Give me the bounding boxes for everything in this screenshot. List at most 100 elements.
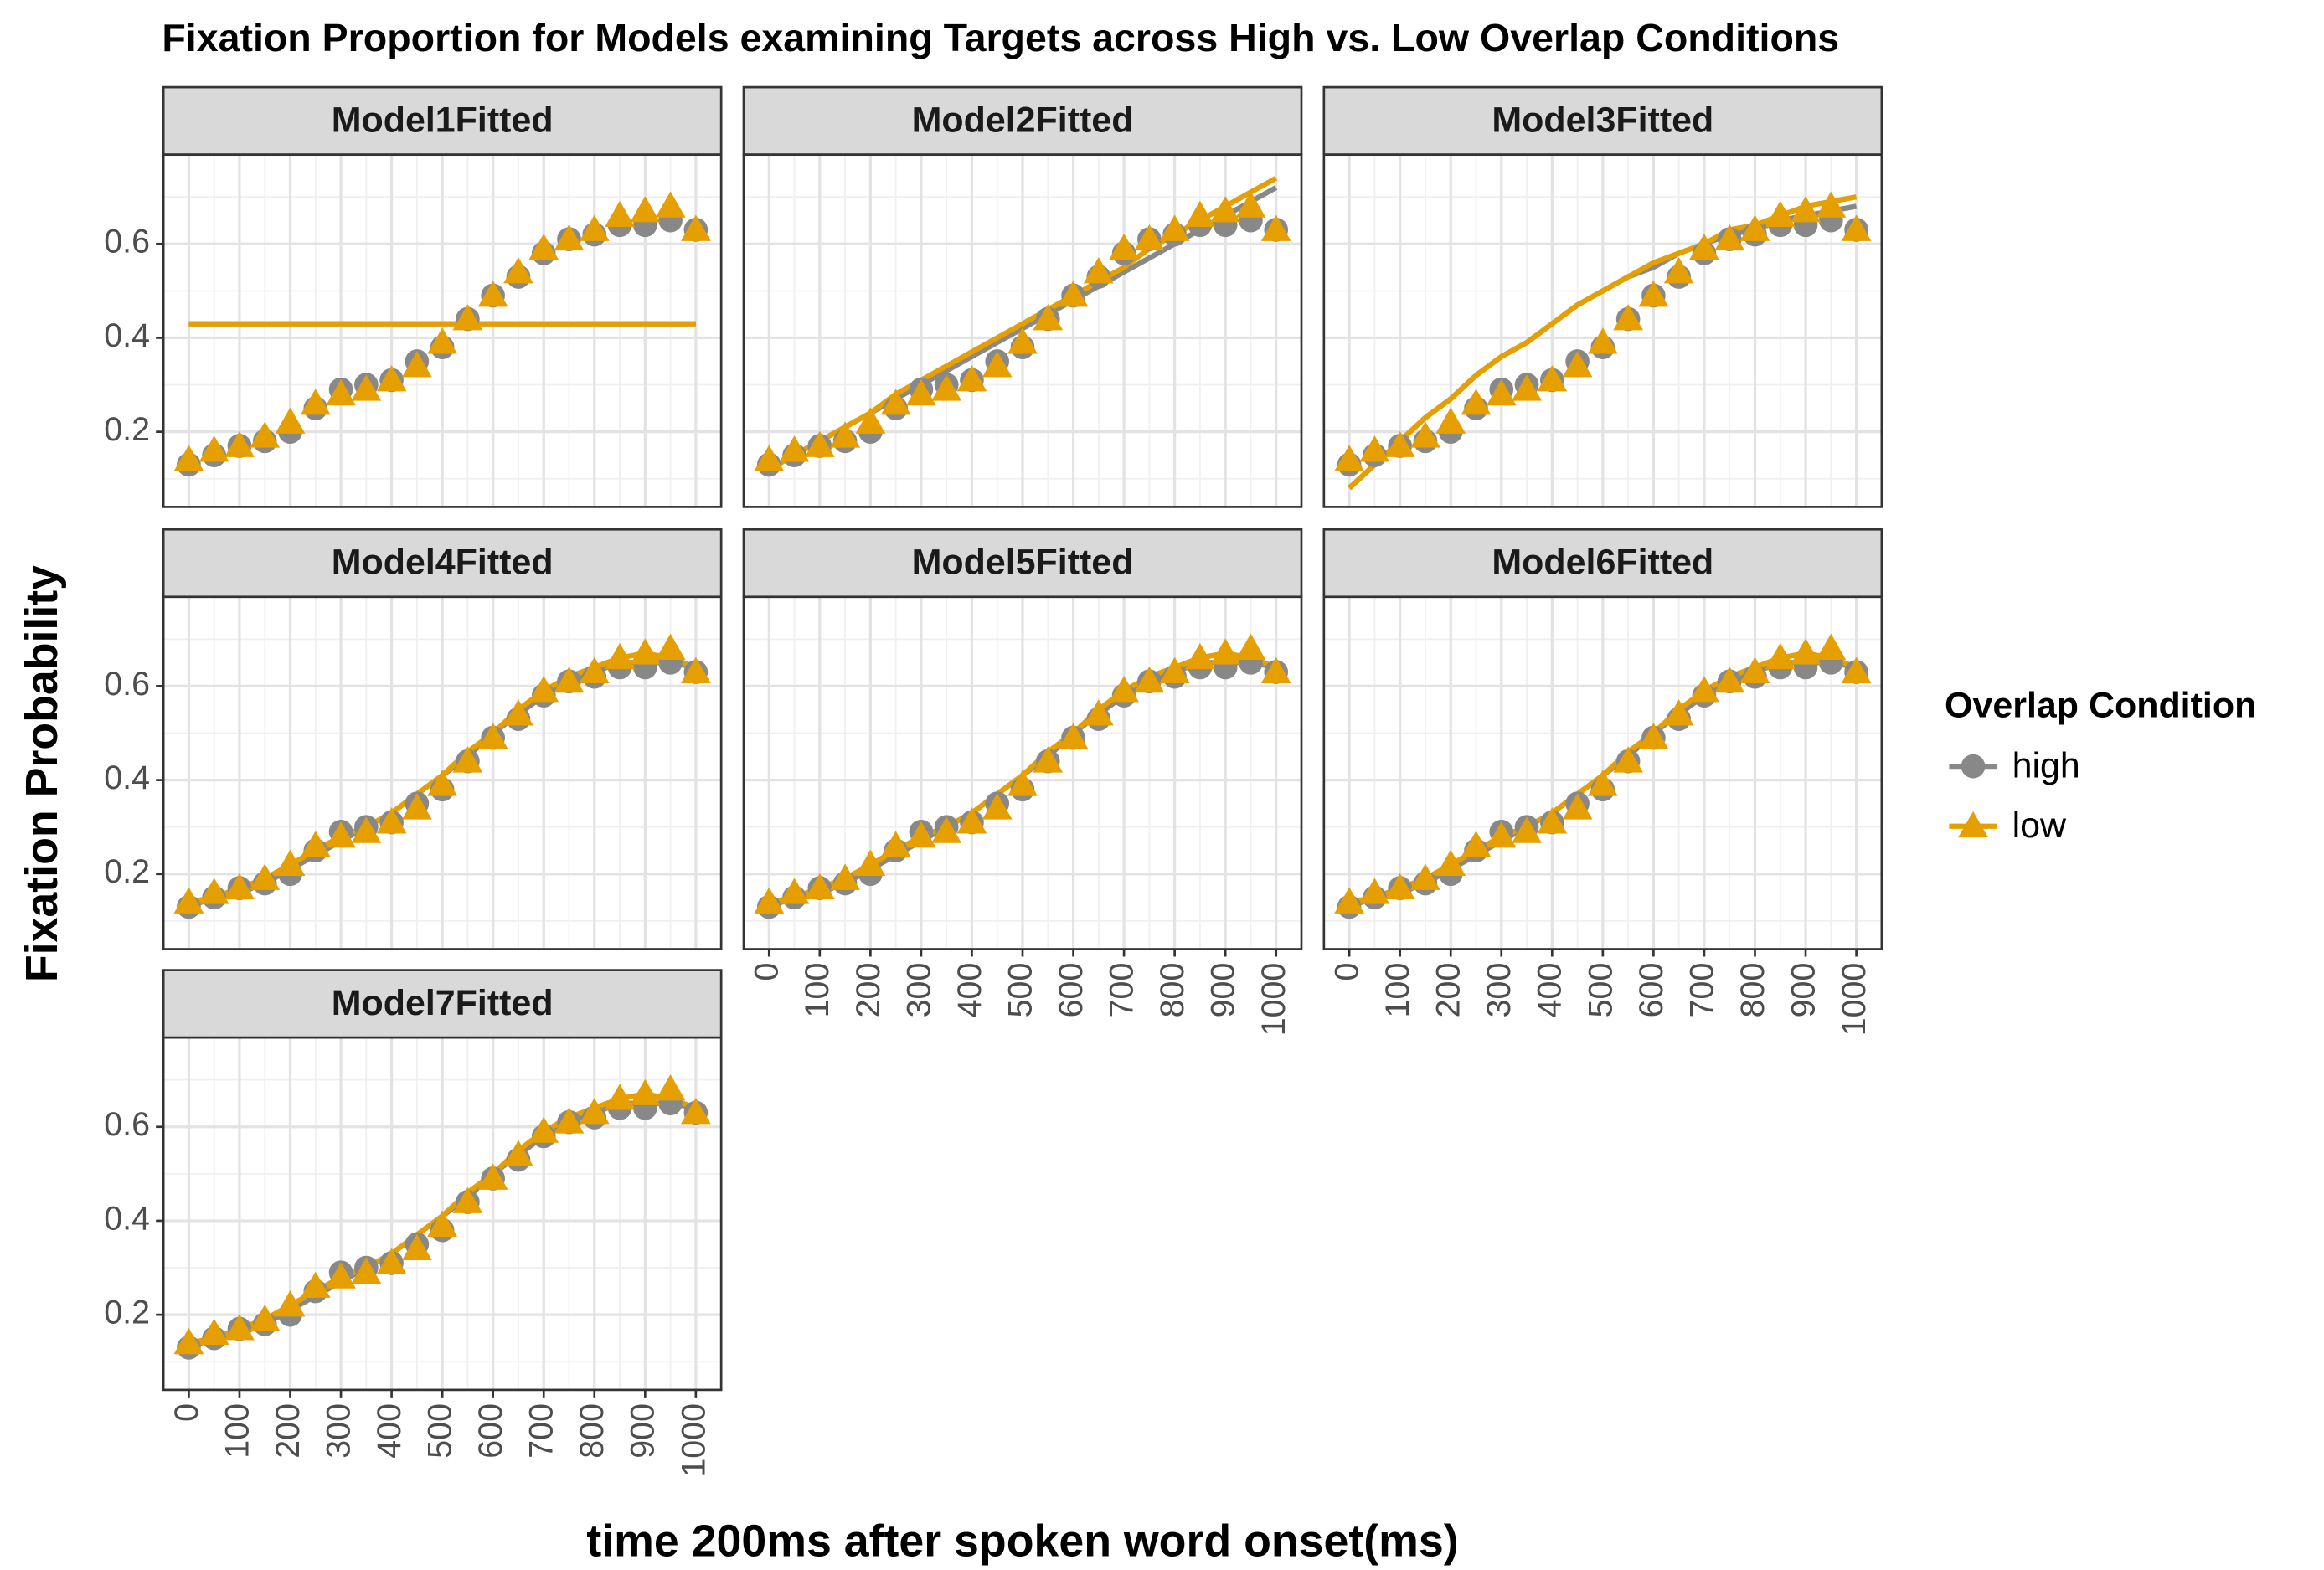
triangle-marker (1260, 656, 1291, 683)
triangle-marker (1714, 666, 1745, 693)
triangle-marker (830, 421, 860, 448)
x-tick-label: 800 (574, 1403, 611, 1459)
triangle-marker (1512, 374, 1542, 401)
triangle-marker (1791, 638, 1821, 665)
triangle-marker (605, 200, 635, 228)
triangle-marker (1359, 878, 1390, 904)
triangle-marker (880, 831, 911, 857)
panel-border (1322, 153, 1883, 508)
x-tick-label: 400 (1532, 963, 1569, 1018)
y-tick-label: 0.6 (104, 1106, 150, 1143)
triangle-marker (1033, 304, 1064, 331)
triangle-marker (528, 676, 559, 703)
triangle-marker (275, 1290, 306, 1317)
triangle-marker (1384, 873, 1415, 900)
triangle-marker (804, 430, 835, 457)
triangle-marker (779, 878, 810, 904)
y-tick-label: 0.6 (104, 224, 150, 260)
strip-label: Model5Fitted (912, 543, 1134, 583)
triangle-marker (982, 793, 1013, 820)
x-tick-label: 200 (270, 1403, 307, 1459)
x-tick-label: 300 (1481, 963, 1518, 1018)
triangle-marker (1235, 633, 1266, 660)
triangle-marker (630, 196, 661, 223)
triangle-marker (275, 849, 306, 876)
triangle-marker (1384, 430, 1415, 457)
triangle-marker (1537, 807, 1568, 834)
triangle-marker (1562, 793, 1593, 820)
x-tick-label: 500 (422, 1403, 459, 1459)
panel-border (162, 595, 723, 950)
x-tick-label: 100 (799, 963, 836, 1018)
x-tick-label: 1000 (1836, 963, 1873, 1037)
triangle-marker (300, 1271, 331, 1298)
triangle-marker (198, 878, 229, 904)
x-tick-label: 400 (371, 1403, 408, 1459)
triangle-marker (427, 327, 458, 354)
triangle-marker (401, 351, 432, 378)
strip (162, 85, 723, 157)
triangle-marker (1007, 770, 1038, 796)
triangle-marker (503, 1140, 533, 1166)
triangle-marker (1958, 811, 1988, 838)
triangle-marker (1714, 224, 1745, 251)
triangle-marker (173, 445, 204, 471)
triangle-marker (1587, 770, 1618, 796)
triangle-marker (1007, 327, 1038, 354)
strip-label: Model4Fitted (332, 543, 554, 583)
triangle-marker (198, 1318, 229, 1346)
strip (742, 528, 1303, 599)
x-tick-label: 100 (1379, 963, 1416, 1018)
triangle-marker (880, 389, 911, 415)
strip-label: Model7Fitted (332, 983, 554, 1023)
x-tick-label: 600 (1633, 963, 1670, 1018)
triangle-marker (173, 887, 204, 914)
triangle-marker (401, 1233, 432, 1261)
triangle-marker (1410, 421, 1440, 448)
triangle-marker (452, 746, 483, 773)
triangle-marker (1841, 656, 1872, 683)
x-tick-label: 600 (472, 1403, 509, 1459)
triangle-marker (931, 374, 962, 401)
triangle-marker (655, 633, 686, 660)
triangle-marker (1689, 233, 1719, 260)
triangle-marker (1109, 676, 1139, 703)
triangle-marker (579, 1098, 610, 1125)
triangle-marker (452, 304, 483, 331)
triangle-marker (250, 1304, 281, 1331)
triangle-marker (1537, 365, 1568, 392)
y-tick-label: 0.4 (104, 759, 150, 796)
triangle-marker (1587, 327, 1618, 354)
triangle-marker (224, 873, 255, 900)
triangle-marker (503, 257, 533, 284)
triangle-marker (1210, 638, 1241, 665)
circle-marker (1961, 754, 1986, 779)
x-tick-label: 700 (523, 1403, 560, 1459)
legend-label: high (2012, 745, 2080, 785)
x-tick-label: 0 (749, 963, 786, 981)
triangle-marker (1791, 196, 1821, 223)
strip (162, 528, 723, 599)
x-tick-label: 1000 (1255, 963, 1292, 1037)
triangle-marker (630, 638, 661, 665)
triangle-marker (1613, 304, 1644, 331)
triangle-marker (1159, 214, 1190, 241)
triangle-marker (326, 821, 356, 848)
triangle-marker (906, 378, 936, 406)
triangle-marker (1435, 849, 1466, 876)
strip-label: Model3Fitted (1492, 100, 1713, 141)
triangle-marker (1235, 191, 1266, 218)
triangle-marker (579, 214, 610, 241)
x-tick-label: 100 (219, 1403, 255, 1459)
x-tick-label: 700 (1103, 963, 1140, 1018)
triangle-marker (754, 887, 785, 914)
triangle-marker (1410, 863, 1440, 890)
strip-label: Model2Fitted (912, 100, 1134, 141)
triangle-marker (250, 863, 281, 890)
triangle-marker (1185, 642, 1215, 670)
triangle-marker (1058, 723, 1089, 749)
triangle-marker (1109, 233, 1139, 260)
triangle-marker (1663, 699, 1694, 726)
triangle-marker (655, 1073, 686, 1101)
triangle-marker (655, 191, 686, 218)
